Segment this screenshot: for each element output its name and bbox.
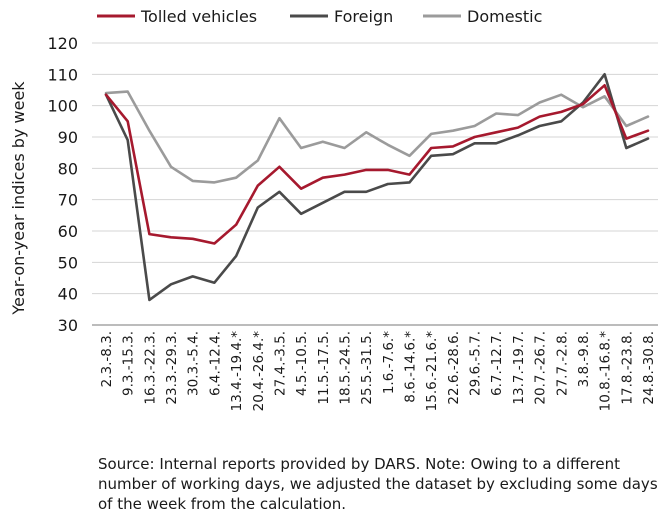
x-tick-label: 1.6.-7.6.* — [381, 331, 397, 394]
y-tick-label: 30 — [58, 316, 78, 335]
y-tick-label: 70 — [58, 191, 78, 210]
x-tick-label: 4.5.-10.5. — [294, 331, 310, 396]
y-tick-label: 100 — [47, 97, 78, 116]
x-tick-labels: 2.3.-8.3. 9.3.-15.3. 16.3.-22.3. 23.3.-29.3… — [99, 331, 657, 412]
x-tick-label: 29.6.-5.7. — [468, 331, 484, 396]
legend: Tolled vehicles Foreign Domestic — [97, 7, 542, 26]
y-tick-label: 90 — [58, 128, 78, 147]
x-tick-label: 24.8.-30.8. — [641, 331, 657, 405]
x-tick-label: 27.7.-2.8. — [554, 331, 570, 396]
series-lines — [104, 73, 650, 302]
x-tick-label: 25.5.-31.5. — [359, 331, 375, 405]
x-tick-label: 15.6.-21.6.* — [424, 331, 440, 412]
x-tick-label: 13.4.-19.4.* — [229, 331, 245, 412]
y-tick-label: 50 — [58, 253, 78, 272]
x-tick-label: 2.3.-8.3. — [99, 331, 115, 387]
legend-label: Tolled vehicles — [140, 7, 257, 26]
x-tick-label: 20.4.-26.4.* — [251, 331, 267, 412]
x-tick-label: 17.8.-23.8. — [619, 331, 635, 405]
x-tick-label: 18.5.-24.5. — [337, 331, 353, 405]
y-gridlines — [92, 42, 658, 295]
x-tick-label: 27.4.-3.5. — [272, 331, 288, 396]
y-tick-label: 40 — [58, 285, 78, 304]
y-tick-label: 80 — [58, 159, 78, 178]
x-tick-label: 8.6.-14.6.* — [403, 331, 419, 403]
line-chart: Tolled vehicles Foreign Domestic 30 40 50 60 7… — [9, 7, 658, 412]
series-line-tolled-vehicles — [104, 84, 650, 245]
y-tick-label: 60 — [58, 222, 78, 241]
x-tick-label: 20.7.-26.7. — [533, 331, 549, 405]
legend-label: Domestic — [467, 7, 542, 26]
legend-label: Foreign — [334, 7, 393, 26]
x-tick-label: 10.8.-16.8.* — [598, 331, 614, 412]
x-tick-label: 16.3.-22.3. — [142, 331, 158, 405]
y-tick-label: 120 — [47, 34, 78, 53]
x-tick-label: 9.3.-15.3. — [121, 331, 137, 396]
x-tick-label: 13.7.-19.7. — [511, 331, 527, 405]
series-line-foreign — [104, 73, 650, 302]
source-note: Source: Internal reports provided by DAR… — [98, 455, 658, 513]
y-tick-labels: 30 40 50 60 70 80 90 100 110 120 — [47, 34, 78, 335]
y-tick-label: 110 — [47, 65, 78, 84]
x-tick-label: 22.6.-28.6. — [446, 331, 462, 405]
x-tick-label: 6.4.-12.4. — [207, 331, 223, 396]
x-tick-label: 6.7.-12.7. — [489, 331, 505, 396]
series-line-domestic — [104, 90, 650, 184]
x-tick-label: 23.3.-29.3. — [164, 331, 180, 405]
x-tick-label: 3.8.-9.8. — [576, 331, 592, 387]
x-tick-label: 11.5.-17.5. — [316, 331, 332, 405]
x-tick-label: 30.3.-5.4. — [186, 331, 202, 396]
y-axis-label: Year-on-year indices by week — [9, 81, 28, 316]
